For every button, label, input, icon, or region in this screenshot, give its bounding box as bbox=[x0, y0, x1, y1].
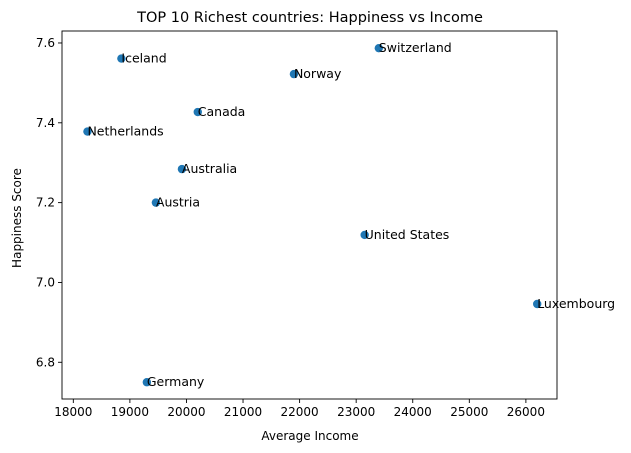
data-point bbox=[193, 107, 202, 117]
point-label: Austria bbox=[156, 195, 200, 210]
y-axis-label: Happiness Score bbox=[10, 168, 24, 268]
point-label: Canada bbox=[198, 104, 246, 119]
x-tick-label: 22000 bbox=[281, 405, 319, 419]
x-tick-label: 24000 bbox=[394, 405, 432, 419]
point-label: Luxembourg bbox=[537, 296, 615, 311]
data-point bbox=[533, 299, 542, 309]
data-point bbox=[151, 198, 161, 207]
data-point bbox=[289, 69, 299, 79]
plot-area: Iceland Netherlands Canada Australia Austria… bbox=[36, 30, 615, 419]
x-tick-label: 21000 bbox=[224, 405, 262, 419]
x-tick-label: 23000 bbox=[337, 405, 375, 419]
x-axis-label: Average Income bbox=[261, 429, 358, 443]
x-tick-label: 18000 bbox=[54, 405, 92, 419]
data-point bbox=[117, 54, 126, 63]
y-tick-label: 6.8 bbox=[36, 355, 55, 369]
point-label: Switzerland bbox=[379, 40, 452, 55]
x-tick-label: 25000 bbox=[450, 405, 488, 419]
point-label: Germany bbox=[147, 374, 205, 389]
x-tick-label: 26000 bbox=[507, 405, 545, 419]
plot-frame bbox=[61, 30, 558, 400]
x-tick-label: 20000 bbox=[167, 405, 205, 419]
point-label: Netherlands bbox=[87, 124, 163, 139]
data-point bbox=[83, 127, 92, 136]
data-point bbox=[142, 378, 152, 387]
y-tick-label: 7.4 bbox=[36, 116, 55, 130]
data-point bbox=[177, 164, 187, 174]
point-label: United States bbox=[365, 227, 450, 242]
y-tick-label: 7.2 bbox=[36, 196, 55, 210]
y-tick-label: 7.0 bbox=[36, 275, 55, 289]
data-point bbox=[360, 230, 369, 240]
data-point bbox=[374, 43, 383, 53]
point-label: Iceland bbox=[121, 51, 166, 66]
point-label: Norway bbox=[294, 66, 342, 81]
x-tick-label: 19000 bbox=[111, 405, 149, 419]
y-tick-label: 7.6 bbox=[36, 36, 55, 50]
point-label: Australia bbox=[182, 161, 237, 176]
chart-title: TOP 10 Richest countries: Happiness vs I… bbox=[136, 10, 483, 26]
